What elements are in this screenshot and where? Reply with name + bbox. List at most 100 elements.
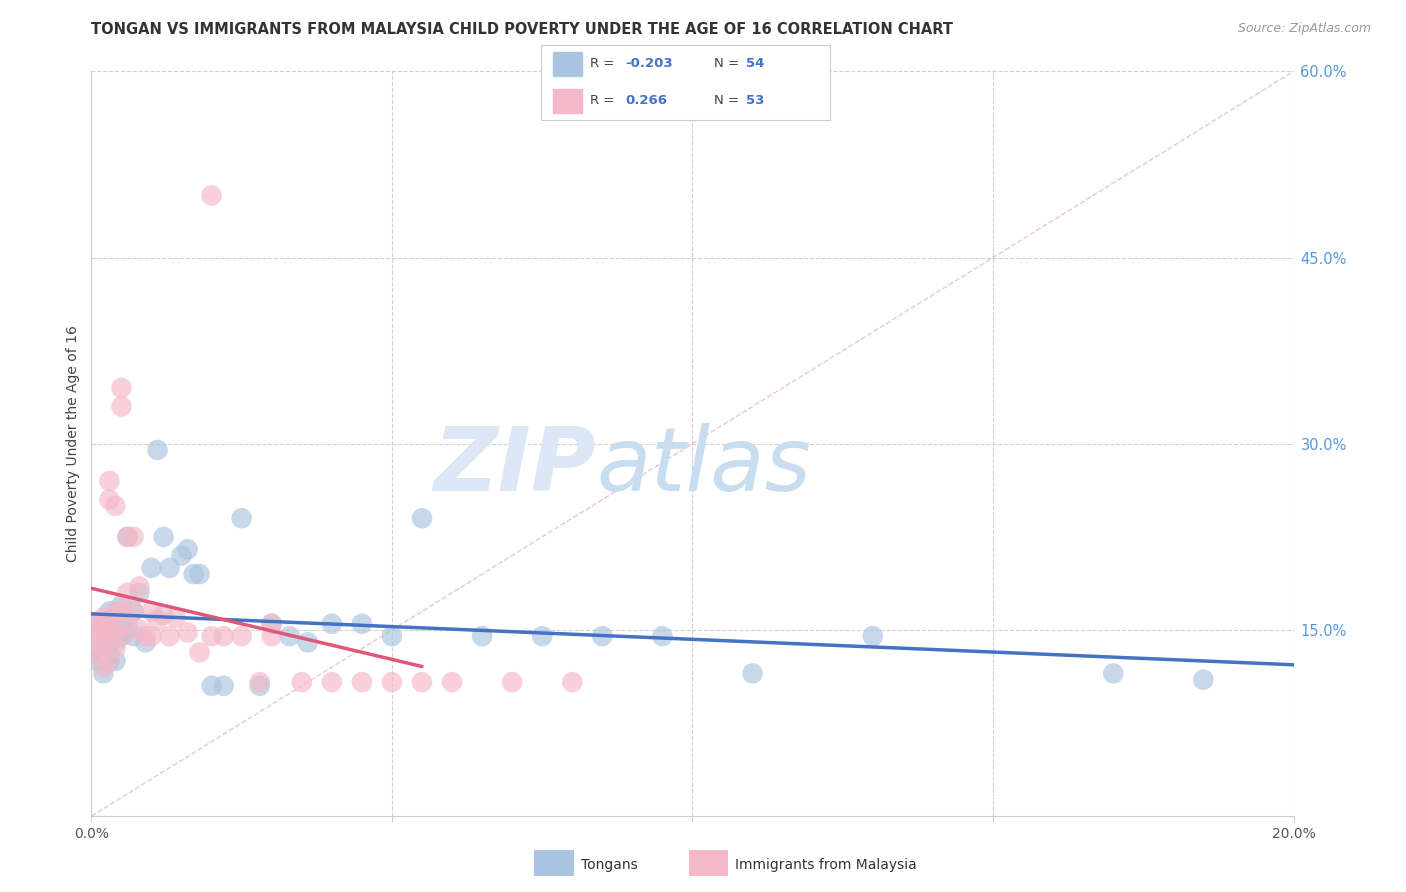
Point bbox=[128, 580, 150, 594]
Point bbox=[212, 629, 235, 643]
Point bbox=[93, 641, 115, 656]
Text: TONGAN VS IMMIGRANTS FROM MALAYSIA CHILD POVERTY UNDER THE AGE OF 16 CORRELATION: TONGAN VS IMMIGRANTS FROM MALAYSIA CHILD… bbox=[91, 22, 953, 37]
Point bbox=[651, 629, 673, 643]
Point bbox=[93, 641, 115, 656]
Text: Tongans: Tongans bbox=[581, 858, 637, 872]
Text: -0.203: -0.203 bbox=[624, 57, 672, 70]
Point bbox=[152, 608, 174, 623]
Point bbox=[260, 616, 283, 631]
Point bbox=[104, 610, 127, 624]
Point bbox=[146, 442, 169, 457]
Point bbox=[117, 586, 139, 600]
Text: Immigrants from Malaysia: Immigrants from Malaysia bbox=[735, 858, 917, 872]
Point bbox=[350, 616, 373, 631]
Point bbox=[471, 629, 494, 643]
Point bbox=[93, 616, 115, 631]
Text: ZIP: ZIP bbox=[433, 423, 596, 509]
Point bbox=[231, 629, 253, 643]
Point bbox=[122, 604, 145, 618]
Point bbox=[93, 610, 115, 624]
Point bbox=[86, 616, 108, 631]
Text: N =: N = bbox=[714, 94, 744, 107]
Point bbox=[297, 635, 319, 649]
Point bbox=[104, 641, 127, 656]
Point bbox=[122, 604, 145, 618]
Point bbox=[146, 613, 169, 627]
Text: N =: N = bbox=[714, 57, 744, 70]
Point bbox=[117, 530, 139, 544]
Point bbox=[321, 616, 343, 631]
Point bbox=[104, 604, 127, 618]
Point bbox=[188, 567, 211, 582]
Point bbox=[278, 629, 301, 643]
Point bbox=[86, 616, 108, 631]
Text: 53: 53 bbox=[747, 94, 765, 107]
Point bbox=[501, 675, 523, 690]
Point bbox=[134, 629, 156, 643]
Point bbox=[531, 629, 554, 643]
Point bbox=[98, 604, 121, 618]
Point bbox=[159, 561, 181, 575]
Point bbox=[188, 645, 211, 659]
Point bbox=[176, 542, 198, 557]
Point bbox=[110, 381, 132, 395]
Point bbox=[231, 511, 253, 525]
Point bbox=[128, 586, 150, 600]
Point bbox=[141, 561, 163, 575]
Point bbox=[98, 616, 121, 631]
Text: R =: R = bbox=[591, 57, 619, 70]
Point bbox=[86, 635, 108, 649]
Point bbox=[98, 629, 121, 643]
Point bbox=[170, 549, 193, 563]
Point bbox=[411, 511, 433, 525]
Point bbox=[98, 654, 121, 668]
Y-axis label: Child Poverty Under the Age of 16: Child Poverty Under the Age of 16 bbox=[66, 326, 80, 562]
Point bbox=[86, 654, 108, 668]
Point bbox=[440, 675, 463, 690]
Point bbox=[141, 604, 163, 618]
Point bbox=[591, 629, 613, 643]
Point bbox=[86, 648, 108, 662]
Point bbox=[104, 499, 127, 513]
Text: 54: 54 bbox=[747, 57, 765, 70]
Point bbox=[93, 629, 115, 643]
Point bbox=[249, 675, 271, 690]
Point bbox=[86, 641, 108, 656]
Point bbox=[122, 629, 145, 643]
Point bbox=[128, 623, 150, 637]
Point bbox=[1192, 673, 1215, 687]
Point bbox=[110, 629, 132, 643]
Point bbox=[93, 660, 115, 674]
Point bbox=[411, 675, 433, 690]
Point bbox=[176, 625, 198, 640]
Point bbox=[98, 492, 121, 507]
Point bbox=[201, 188, 224, 202]
Point bbox=[93, 629, 115, 643]
Point bbox=[350, 675, 373, 690]
Point bbox=[862, 629, 884, 643]
Point bbox=[110, 400, 132, 414]
Point bbox=[93, 654, 115, 668]
Point bbox=[381, 675, 404, 690]
Text: R =: R = bbox=[591, 94, 623, 107]
Text: atlas: atlas bbox=[596, 423, 811, 509]
Point bbox=[98, 648, 121, 662]
Point bbox=[98, 635, 121, 649]
Point bbox=[291, 675, 314, 690]
Point bbox=[201, 629, 224, 643]
Bar bbox=[553, 88, 582, 112]
Bar bbox=[553, 52, 582, 77]
Point bbox=[183, 567, 205, 582]
Point bbox=[104, 654, 127, 668]
Point bbox=[741, 666, 763, 681]
Point bbox=[152, 530, 174, 544]
Point bbox=[117, 623, 139, 637]
Point bbox=[104, 623, 127, 637]
Point bbox=[141, 629, 163, 643]
Point bbox=[98, 654, 121, 668]
Point bbox=[1102, 666, 1125, 681]
Point bbox=[249, 679, 271, 693]
Point bbox=[98, 474, 121, 488]
Text: Source: ZipAtlas.com: Source: ZipAtlas.com bbox=[1237, 22, 1371, 36]
Point bbox=[122, 530, 145, 544]
